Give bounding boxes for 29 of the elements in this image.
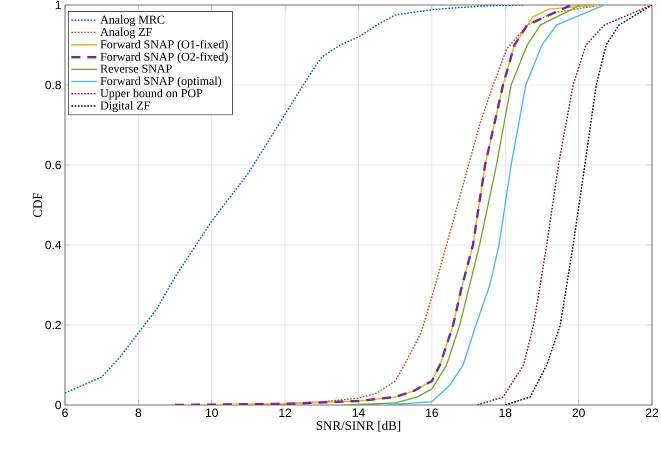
legend-label: Analog ZF [100,28,152,38]
line-series [504,4,652,405]
x-tick-label: 10 [206,408,218,417]
y-tick-label: 0.2 [45,320,61,330]
y-tick-label: 0.8 [45,80,61,90]
x-tick-label: 18 [500,408,512,417]
y-tick-label: 0 [55,400,62,410]
legend-label: Forward SNAP (O2-fixed) [100,52,228,64]
y-tick-label: 0.4 [45,240,62,250]
legend-label: Upper bound on POP [100,88,202,100]
y-tick-label: 0.6 [45,160,61,170]
legend-label: Digital ZF [100,101,150,112]
legend-label: Forward SNAP (optimal) [100,76,222,88]
x-tick-label: 6 [62,408,68,417]
x-tick-label: 8 [136,408,142,417]
x-axis-title: SNR/SINR [dB] [316,420,400,432]
y-tick-label: 1 [56,0,61,10]
line-series [340,4,582,405]
legend-label: Forward SNAP (O1-fixed) [100,40,228,51]
x-tick-label: 12 [279,408,292,417]
x-tick-label: 16 [426,408,438,417]
x-tick-label: 20 [572,408,585,417]
line-series [476,4,652,405]
legend-label: Analog MRC [100,15,164,26]
x-tick-label: 14 [352,408,365,417]
legend-label: Reverse SNAP [100,64,172,73]
line-series [382,4,605,405]
y-axis-title: CDF [33,192,42,218]
x-tick-label: 22 [646,408,658,417]
